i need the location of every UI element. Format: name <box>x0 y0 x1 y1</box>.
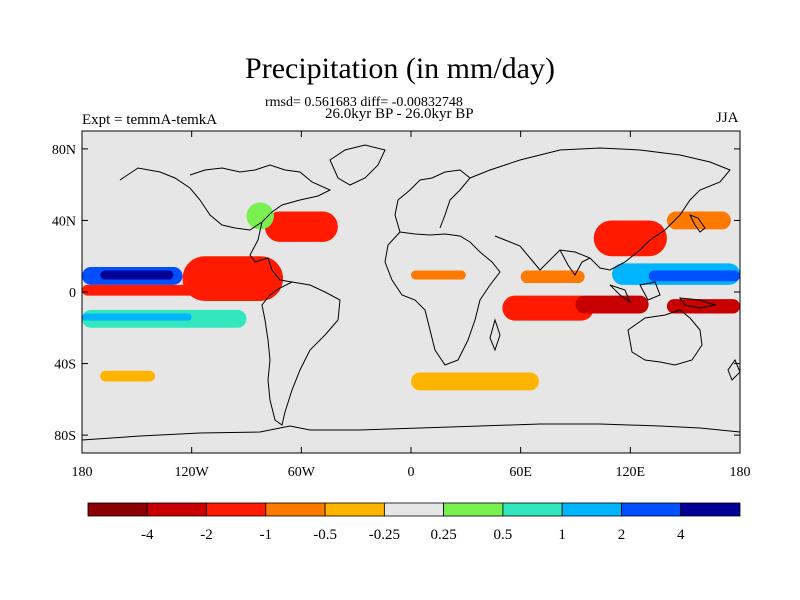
coast-japan <box>688 214 706 233</box>
coast-antarctica <box>82 423 740 441</box>
x-tick-label: 180 <box>72 465 93 480</box>
colorbar-swatch <box>265 502 326 517</box>
colorbar-label: 2 <box>618 527 626 543</box>
anomaly-patch <box>82 313 192 321</box>
coast-borneo <box>639 281 661 301</box>
anomaly-patch <box>666 211 731 230</box>
coast-sumatra <box>609 284 632 304</box>
anomaly-patch <box>411 372 539 391</box>
colorbar: -4 -2 -1 -0.5 -0.25 0.25 0.5 1 2 4 <box>87 502 741 543</box>
anomaly-patch <box>100 270 174 280</box>
colorbar-label: -2 <box>200 527 213 543</box>
anomaly-patch <box>100 370 156 382</box>
colorbar-label: 0.5 <box>494 527 513 543</box>
anomaly-layer <box>82 202 740 391</box>
x-axis: 180 120W 60W 0 60E 120E 180 <box>72 131 751 480</box>
anomaly-patch <box>411 270 466 280</box>
colorbar-swatch <box>383 502 445 517</box>
colorbar-swatch <box>561 502 622 517</box>
coast-asia <box>469 147 731 271</box>
coast-new-guinea <box>678 297 717 309</box>
y-tick-label: 80S <box>54 429 76 444</box>
anomaly-patch <box>666 299 740 314</box>
x-tick-label: 120E <box>616 465 646 480</box>
x-tick-label: 60W <box>288 465 316 480</box>
anomaly-patch <box>264 211 338 242</box>
coast-south-america <box>261 281 341 426</box>
colorbar-swatch <box>502 502 563 517</box>
colorbar-swatch <box>206 502 267 517</box>
colorbar-label: 0.25 <box>431 527 457 543</box>
colorbar-label: -0.5 <box>313 527 337 543</box>
chart-title: Precipitation (in mm/day) <box>245 52 555 85</box>
colorbar-label: 1 <box>558 527 566 543</box>
y-axis: 80N 40N 0 40S 80S <box>52 143 740 444</box>
x-tick-label: 180 <box>730 465 751 480</box>
anomaly-patch <box>182 256 284 301</box>
coast-europe <box>394 169 471 233</box>
coast-australia <box>627 309 703 366</box>
colorbar-swatch <box>443 502 504 517</box>
colorbar-label: -4 <box>141 527 154 543</box>
colorbar-swatch <box>680 502 741 517</box>
anomaly-patch <box>648 270 740 282</box>
coast-north-america <box>119 164 332 231</box>
period-label: 26.0kyr BP - 26.0kyr BP <box>325 106 474 122</box>
coast-africa <box>384 231 501 366</box>
experiment-label: Expt = temmA-temkA <box>82 112 218 128</box>
coast-madagascar <box>489 318 501 352</box>
y-tick-label: 40N <box>52 214 76 229</box>
chart-subtitle: rmsd= 0.561683 diff= -0.00832748 <box>265 95 463 110</box>
coastlines <box>82 144 740 441</box>
anomaly-patch <box>246 202 274 230</box>
anomaly-patch <box>575 295 649 314</box>
x-tick-label: 120W <box>175 465 210 480</box>
x-tick-label: 0 <box>408 465 415 480</box>
season-label: JJA <box>716 110 739 126</box>
colorbar-swatch <box>87 502 148 517</box>
coast-central-america <box>249 221 293 283</box>
y-tick-label: 0 <box>69 286 76 301</box>
coast-india <box>559 249 591 276</box>
anomaly-patch <box>82 284 210 296</box>
colorbar-swatch <box>621 502 682 517</box>
coast-new-zealand <box>727 358 740 381</box>
colorbar-swatch <box>324 502 385 517</box>
colorbar-label: -0.25 <box>369 527 400 543</box>
anomaly-patch <box>593 220 667 257</box>
y-tick-label: 40S <box>54 358 76 373</box>
x-tick-label: 60E <box>509 465 532 480</box>
coast-greenland <box>329 144 386 186</box>
y-tick-label: 80N <box>52 143 76 158</box>
colorbar-label: -1 <box>260 527 273 543</box>
anomaly-patch <box>502 295 594 321</box>
anomaly-patch <box>520 270 585 284</box>
colorbar-label: 4 <box>677 527 685 543</box>
colorbar-swatch <box>146 502 207 517</box>
